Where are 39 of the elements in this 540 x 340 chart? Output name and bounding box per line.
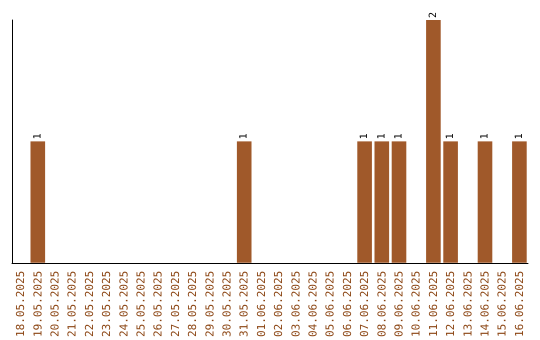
x-tick-label: 05.06.2025: [324, 270, 337, 338]
x-tick-label: 16.06.2025: [512, 270, 526, 338]
x-tick-label: 21.05.2025: [66, 270, 79, 338]
data-label: 1: [359, 133, 370, 140]
data-label: 1: [376, 133, 388, 140]
x-tick-label: 11.06.2025: [426, 270, 440, 338]
x-tick-label: 01.06.2025: [254, 270, 268, 338]
x-tick-label: 29.05.2025: [203, 270, 216, 338]
x-tick-label: 26.05.2025: [152, 270, 165, 338]
data-label: 1: [32, 133, 44, 140]
data-label: 1: [445, 133, 456, 140]
x-tick-label: 06.06.2025: [340, 270, 354, 338]
x-tick-label: 04.06.2025: [306, 270, 320, 338]
x-tick-label: 31.05.2025: [238, 270, 251, 338]
x-tick-label: 15.06.2025: [496, 270, 509, 338]
x-tick-label: 08.06.2025: [375, 270, 388, 338]
x-tick-label: 25.05.2025: [134, 270, 148, 338]
data-label: 1: [514, 133, 525, 140]
x-tick-label: 20.05.2025: [48, 270, 62, 338]
x-tick-label: 14.06.2025: [478, 270, 492, 338]
x-tick-label: 23.05.2025: [100, 270, 114, 338]
x-tick-label: 03.06.2025: [289, 270, 302, 338]
x-tick-label: 18.05.2025: [14, 270, 28, 338]
x-tick-label: 24.05.2025: [117, 270, 130, 338]
x-tick-label: 02.06.2025: [272, 270, 286, 338]
data-label: 1: [394, 133, 404, 140]
data-label: 1: [480, 133, 490, 140]
x-tick-label: 28.05.2025: [186, 270, 200, 338]
x-tick-label: 27.05.2025: [168, 270, 182, 338]
data-label: 1: [238, 133, 250, 140]
x-tick-label: 07.06.2025: [358, 270, 372, 338]
data-label: 2: [428, 12, 439, 18]
x-tick-label: 13.06.2025: [461, 270, 474, 338]
x-tick-label: 12.06.2025: [444, 270, 458, 338]
x-tick-label: 09.06.2025: [392, 270, 406, 338]
x-tick-label: 30.05.2025: [220, 270, 234, 338]
x-tick-label: 10.06.2025: [410, 270, 423, 338]
x-tick-label: 22.05.2025: [82, 270, 96, 338]
x-tick-label: 19.05.2025: [31, 270, 44, 338]
